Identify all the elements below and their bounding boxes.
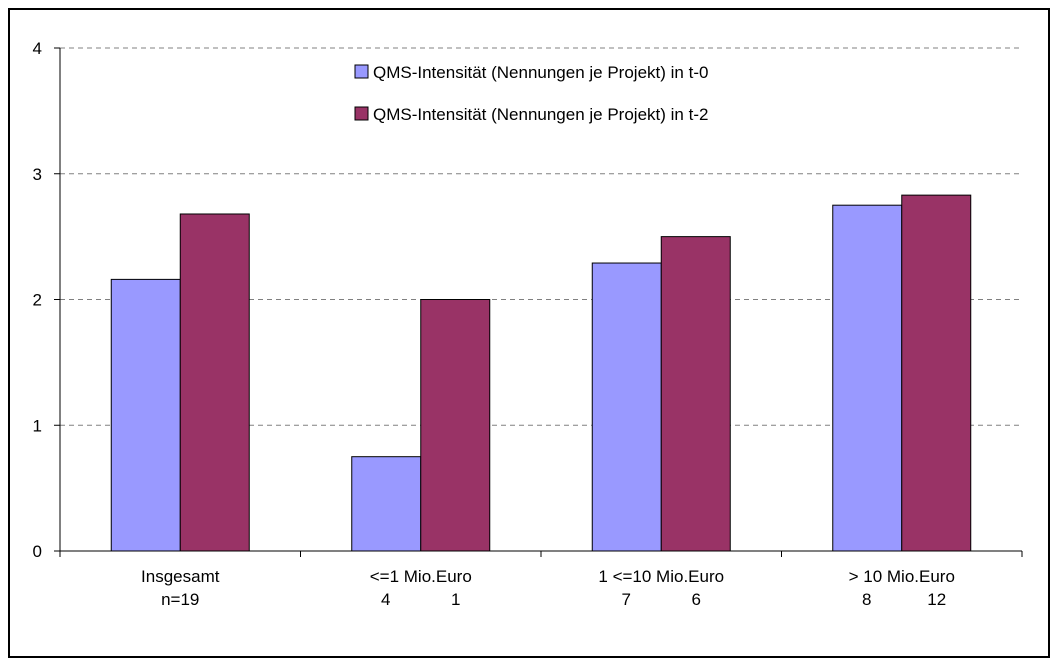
legend-label-1: QMS-Intensität (Nennungen je Projekt) in… [373,63,708,82]
y-tick-label-1: 1 [33,416,42,435]
x-sublabel-2-1: 6 [692,590,701,609]
x-tick-label-3: > 10 Mio.Euro [849,567,955,586]
bar-series2-0 [179,213,250,552]
y-tick-label-2: 2 [33,291,42,310]
legend-swatch-2 [354,106,369,121]
bar-series2-3 [901,194,972,552]
x-sublabel-3-0: 8 [862,590,871,609]
x-sublabel-1-0: 4 [381,590,390,609]
x-tick-label-1: <=1 Mio.Euro [370,567,472,586]
legend-label-2: QMS-Intensität (Nennungen je Projekt) in… [373,105,708,124]
x-sublabel-2-0: 7 [622,590,631,609]
legend: QMS-Intensität (Nennungen je Projekt) in… [354,63,708,124]
bars [110,194,972,552]
x-tick-label-0: Insgesamt [141,567,220,586]
y-axis: 0 1 2 3 4 [33,39,61,561]
bar-series2-2 [660,236,731,552]
legend-swatch-1 [354,64,369,79]
x-sublabel-1-1: 1 [451,590,460,609]
bar-series2-1 [420,299,491,552]
y-tick-label-4: 4 [33,39,42,58]
x-sublabel-0-0: n=19 [161,590,199,609]
x-sublabel-3-1: 12 [927,590,946,609]
x-tick-label-2: 1 <=10 Mio.Euro [598,567,724,586]
y-tick-label-0: 0 [33,542,42,561]
bar-series1-2 [591,262,662,552]
y-tick-label-3: 3 [33,165,42,184]
bar-series1-1 [351,456,422,552]
bar-series1-3 [832,204,903,552]
bar-series1-0 [110,278,181,552]
x-axis: Insgesamt n=19 <=1 Mio.Euro 4 1 1 <=10 Mio.Eu… [59,550,1023,609]
